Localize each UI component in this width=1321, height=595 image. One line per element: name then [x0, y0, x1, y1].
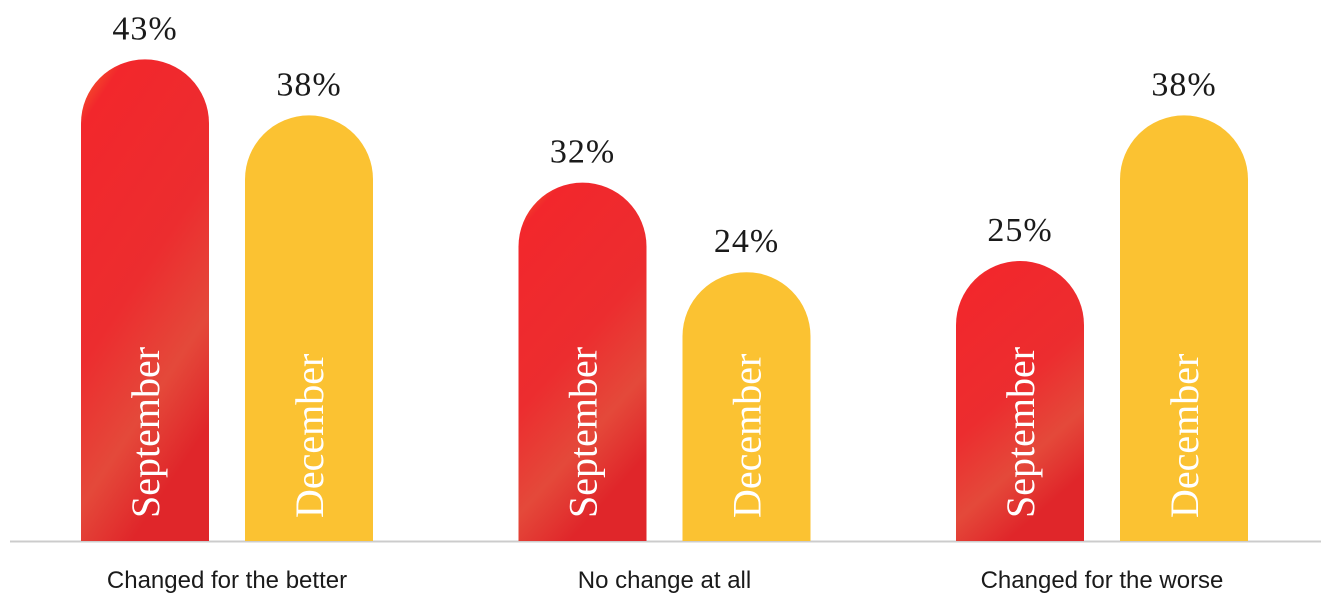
value-label: 25% — [987, 212, 1052, 249]
value-label: 24% — [714, 223, 779, 260]
series-label: September — [561, 347, 606, 518]
x-tick-label: Changed for the worse — [981, 567, 1224, 594]
series-label: December — [725, 354, 770, 518]
bar — [518, 182, 647, 541]
bar — [245, 115, 373, 541]
bar — [956, 261, 1084, 541]
series-label: December — [1162, 354, 1207, 518]
value-label: 43% — [112, 10, 177, 47]
value-label: 32% — [550, 134, 615, 171]
series-label: December — [287, 354, 332, 518]
series-label: September — [123, 347, 168, 518]
value-label: 38% — [1151, 66, 1216, 103]
bar — [1120, 115, 1248, 541]
bar — [81, 59, 209, 542]
series-label: September — [998, 347, 1043, 518]
value-label: 38% — [276, 66, 341, 103]
x-tick-label: No change at all — [578, 567, 751, 594]
x-tick-label: Changed for the better — [107, 567, 347, 594]
bar — [682, 272, 811, 541]
